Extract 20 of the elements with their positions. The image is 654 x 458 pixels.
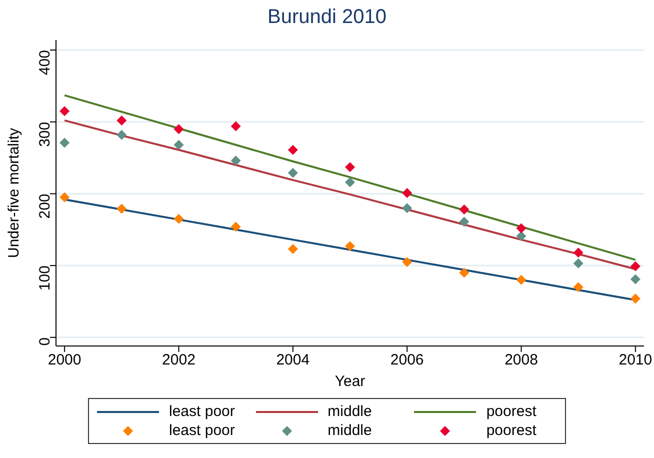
x-tick-label: 2010 (618, 352, 652, 369)
y-tick-label: 400 (36, 50, 54, 76)
legend-label: poorest (486, 422, 536, 439)
x-tick-label: 2000 (48, 352, 82, 369)
x-tick-label: 2004 (276, 352, 310, 369)
chart-title: Burundi 2010 (266, 5, 388, 30)
y-axis-title: Under-five mortality (5, 127, 22, 258)
legend-label: middle (328, 403, 372, 420)
x-tick-label: 2006 (390, 352, 424, 369)
x-tick-label: 2002 (162, 352, 196, 369)
y-tick-label: 0 (36, 337, 54, 346)
y-tick-label: 200 (36, 194, 54, 219)
legend-label: poorest (486, 403, 536, 420)
legend-label: least poor (169, 403, 235, 420)
legend-label: middle (328, 422, 372, 439)
y-tick-label: 300 (36, 122, 54, 147)
x-axis-title: Year (334, 373, 366, 390)
legend-label: least poor (169, 422, 235, 439)
x-tick-label: 2008 (504, 352, 538, 369)
y-tick-label: 100 (36, 266, 54, 291)
